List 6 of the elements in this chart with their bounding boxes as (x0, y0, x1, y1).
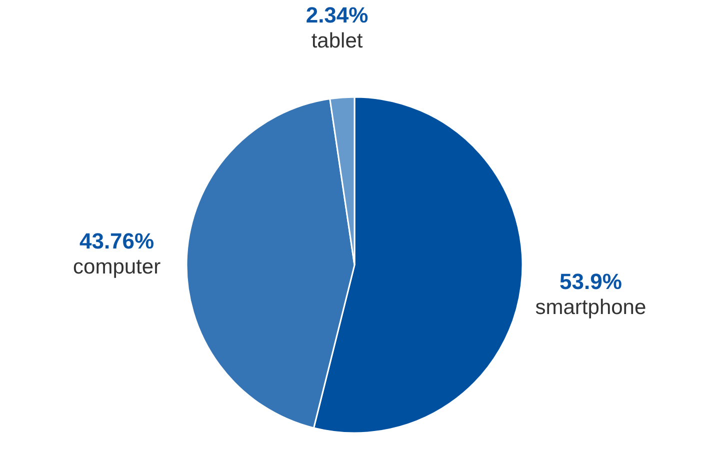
slice-label: tablet (311, 30, 363, 53)
slice-label: smartphone (535, 296, 646, 320)
slice-label: computer (73, 255, 161, 278)
data-label: 2.34% (306, 2, 368, 28)
data-label: 43.76% (79, 228, 154, 254)
data-label: 53.9% (560, 269, 622, 294)
